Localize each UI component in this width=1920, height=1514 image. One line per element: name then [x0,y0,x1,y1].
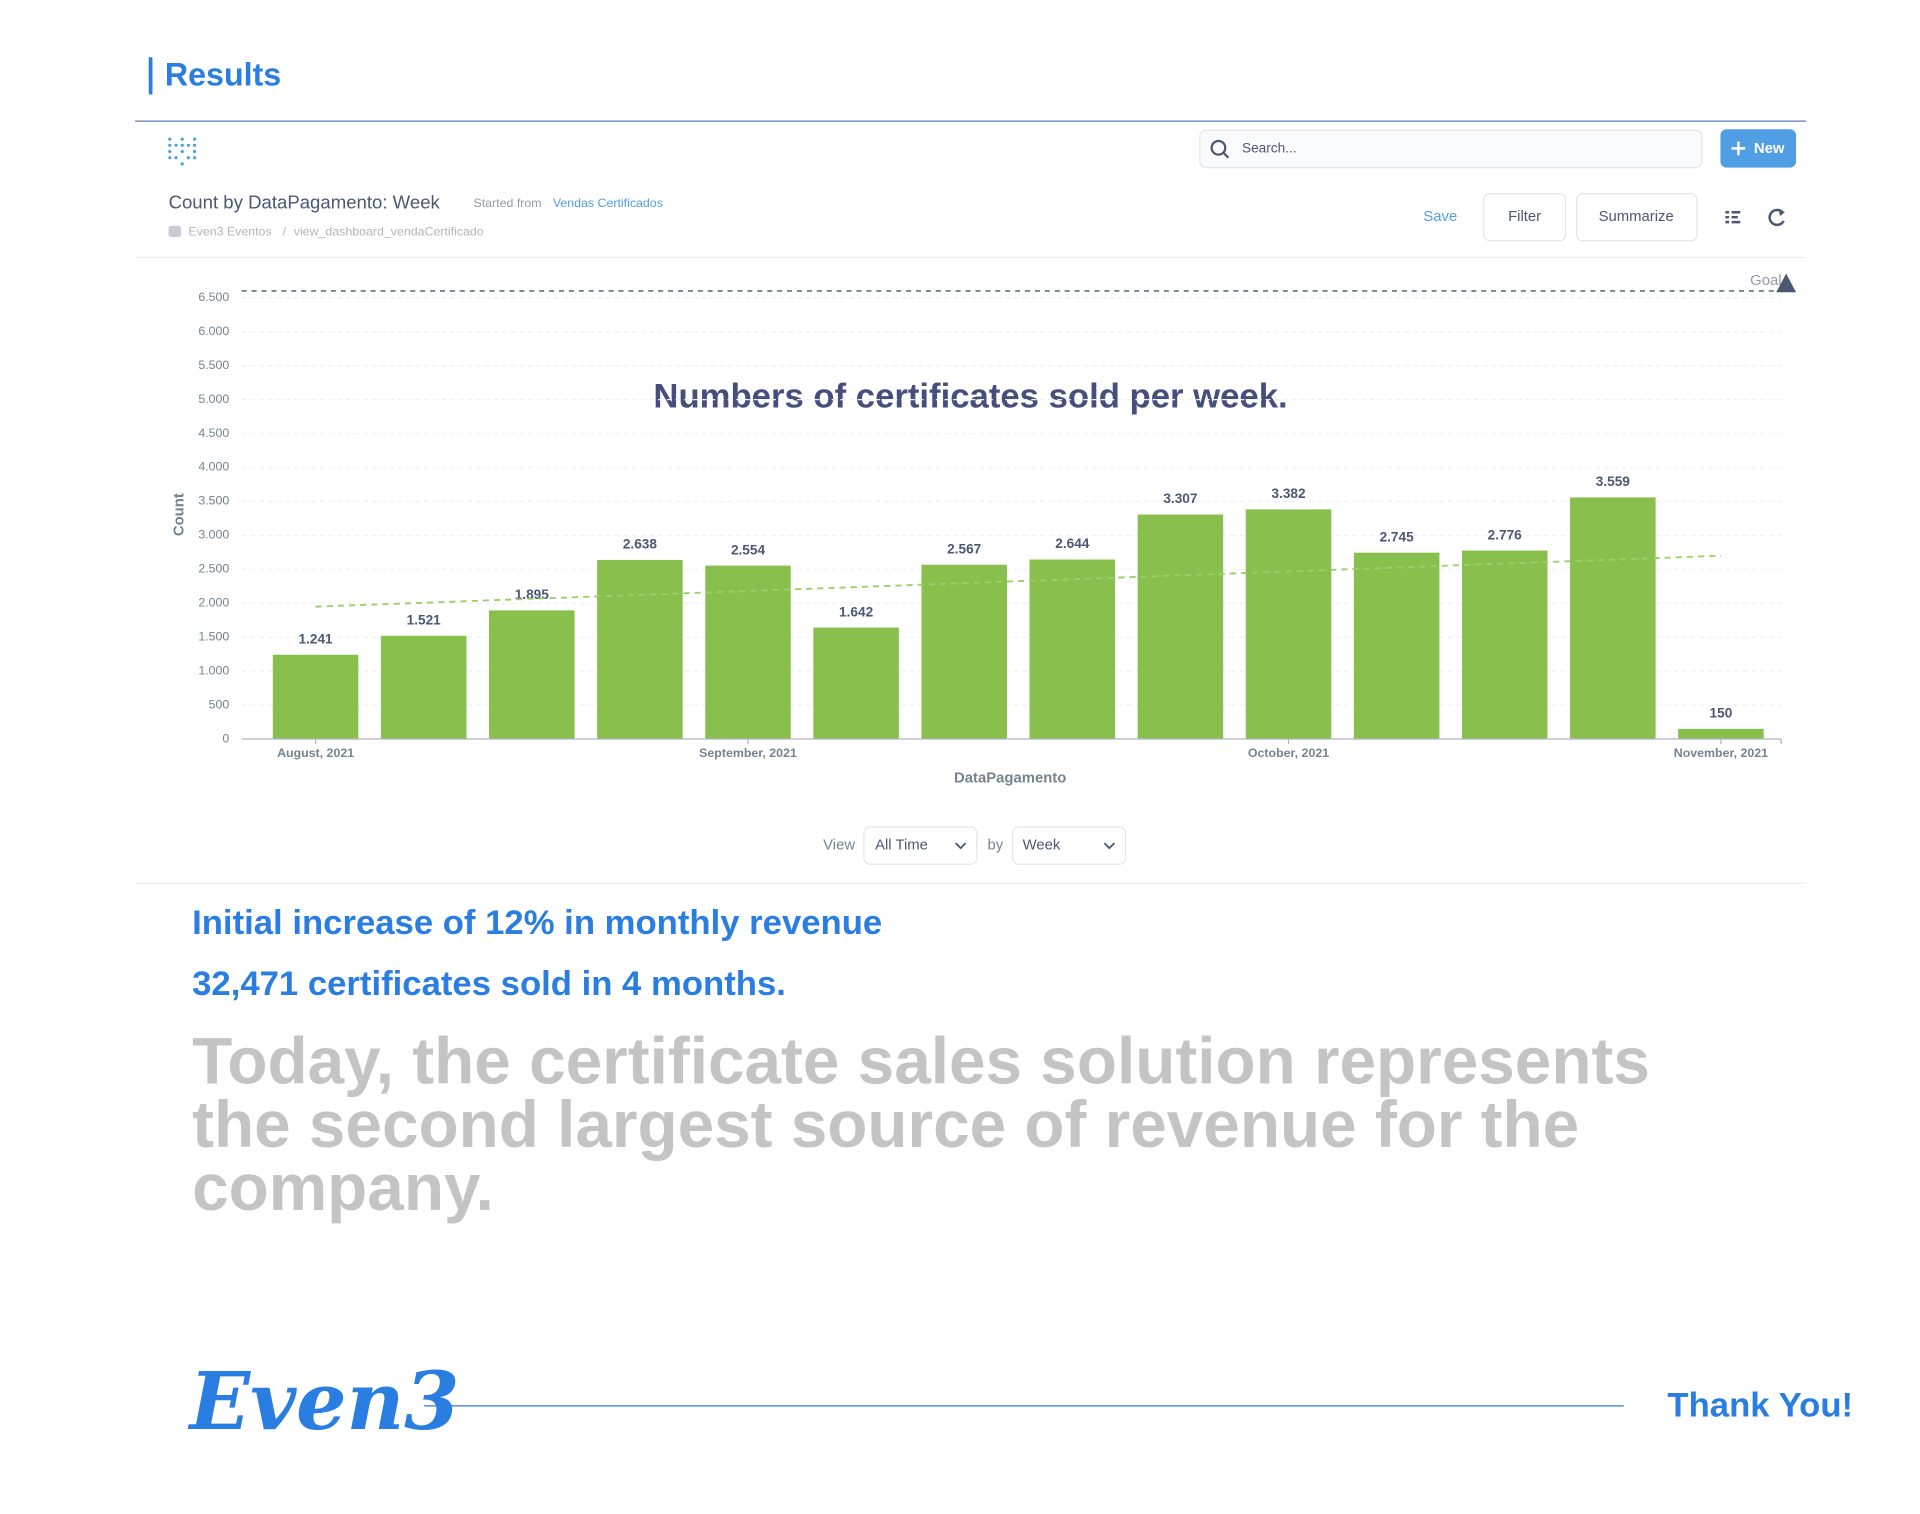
y-tick-label: 1.000 [198,663,229,677]
chart-title: Numbers of certificates sold per week. [653,377,1287,415]
y-tick-label: 1.500 [198,629,229,643]
y-tick-label: 5.000 [198,392,229,406]
y-tick-label: 3.500 [198,494,229,508]
header-title: Results [165,57,281,93]
value-label: 2.554 [731,542,766,557]
value-label: 2.638 [623,537,658,552]
bar [921,564,1007,740]
statement-line: company. [192,1151,494,1224]
summarize-button[interactable] [1576,193,1698,242]
filter-button[interactable] [1483,193,1567,242]
chevron [955,842,967,850]
view-select[interactable] [863,826,978,865]
bar [380,635,467,740]
search-icon [1210,139,1227,156]
bar [1029,559,1116,740]
value-label: 1.642 [839,604,874,619]
value-label: 2.644 [1055,536,1090,551]
search-icon [1222,151,1230,159]
summarize-label: Summarize [1599,209,1674,225]
started-from: Started from [473,196,541,210]
value-label: 150 [1710,706,1733,721]
y-tick-label: 2.000 [198,596,229,610]
footer-logo: Even3 [188,1355,460,1448]
refresh-icon[interactable] [1768,208,1785,227]
y-tick-label: 4.000 [198,460,229,474]
footer-closing: Thank You! [1667,1386,1853,1424]
x-tick-label: November, 2021 [1674,746,1768,760]
x-tick-label: October, 2021 [1248,746,1329,760]
y-tick-label: 6.500 [198,290,229,304]
y-tick-label: 3.000 [198,528,229,542]
y-tick-label: 6.000 [198,324,229,338]
value-label: 3.559 [1596,474,1631,489]
value-label: 2.776 [1488,527,1523,542]
filter-label: Filter [1508,209,1541,225]
bar [1245,509,1332,740]
chevron [1103,842,1115,850]
y-tick-label: 2.500 [198,562,229,576]
new-button[interactable] [1720,129,1797,168]
x-tick-label: August, 2021 [277,746,354,760]
db-icon [168,225,181,238]
statement-line: the second largest source of revenue for… [192,1088,1579,1161]
breadcrumb-separator: / [283,224,287,238]
y-tick-label: 0 [222,731,229,745]
source-link[interactable]: Vendas Certificados [553,196,663,210]
by-label: by [987,838,1003,854]
bar [272,654,359,740]
value-label: 2.567 [947,541,981,556]
bar [813,627,899,740]
bar [705,565,791,740]
plus-icon [1731,141,1746,156]
bar [1461,550,1548,740]
y-tick-label: 4.500 [198,426,229,440]
x-axis-label: DataPagamento [954,771,1066,787]
bar [489,610,575,740]
y-axis-label: Count [172,493,188,536]
y-tick-label: 500 [209,697,230,711]
by-select[interactable] [1012,826,1127,865]
trend-line [315,554,1721,608]
bar [1353,552,1440,740]
value-label: 1.241 [299,631,334,646]
question-title: Count by DataPagamento: Week [169,191,441,212]
bar [1570,497,1656,740]
value-label: 2.745 [1380,529,1415,544]
value-label: 3.307 [1163,491,1197,506]
goal-label: Goal [1750,273,1781,289]
bar [1137,514,1224,740]
view-value: All Time [875,838,928,854]
bar [597,559,683,740]
settings-icon[interactable] [1725,210,1741,224]
breadcrumb[interactable]: Even3 Eventos [188,224,271,238]
value-label: 1.521 [407,612,442,627]
search-placeholder: Search... [1242,141,1297,156]
warning-icon [1776,273,1797,293]
highlight: Initial increase of 12% in monthly reven… [192,904,882,942]
statement-line: Today, the certificate sales solution re… [192,1025,1650,1098]
search-box[interactable] [1199,129,1703,169]
refresh-icon [1778,208,1785,216]
view-label: View [823,838,855,854]
bar [1678,728,1764,740]
app-logo [168,137,197,166]
value-label: 3.382 [1271,486,1306,501]
new-button-label: New [1754,141,1785,157]
x-tick-label: September, 2021 [699,746,797,760]
y-tick-label: 5.500 [198,358,229,372]
by-value: Week [1023,838,1061,854]
breadcrumb[interactable]: view_dashboard_vendaCertificado [294,224,484,238]
header-accent [148,57,153,95]
save-button[interactable]: Save [1423,209,1457,225]
highlight: 32,471 certificates sold in 4 months. [192,965,786,1003]
